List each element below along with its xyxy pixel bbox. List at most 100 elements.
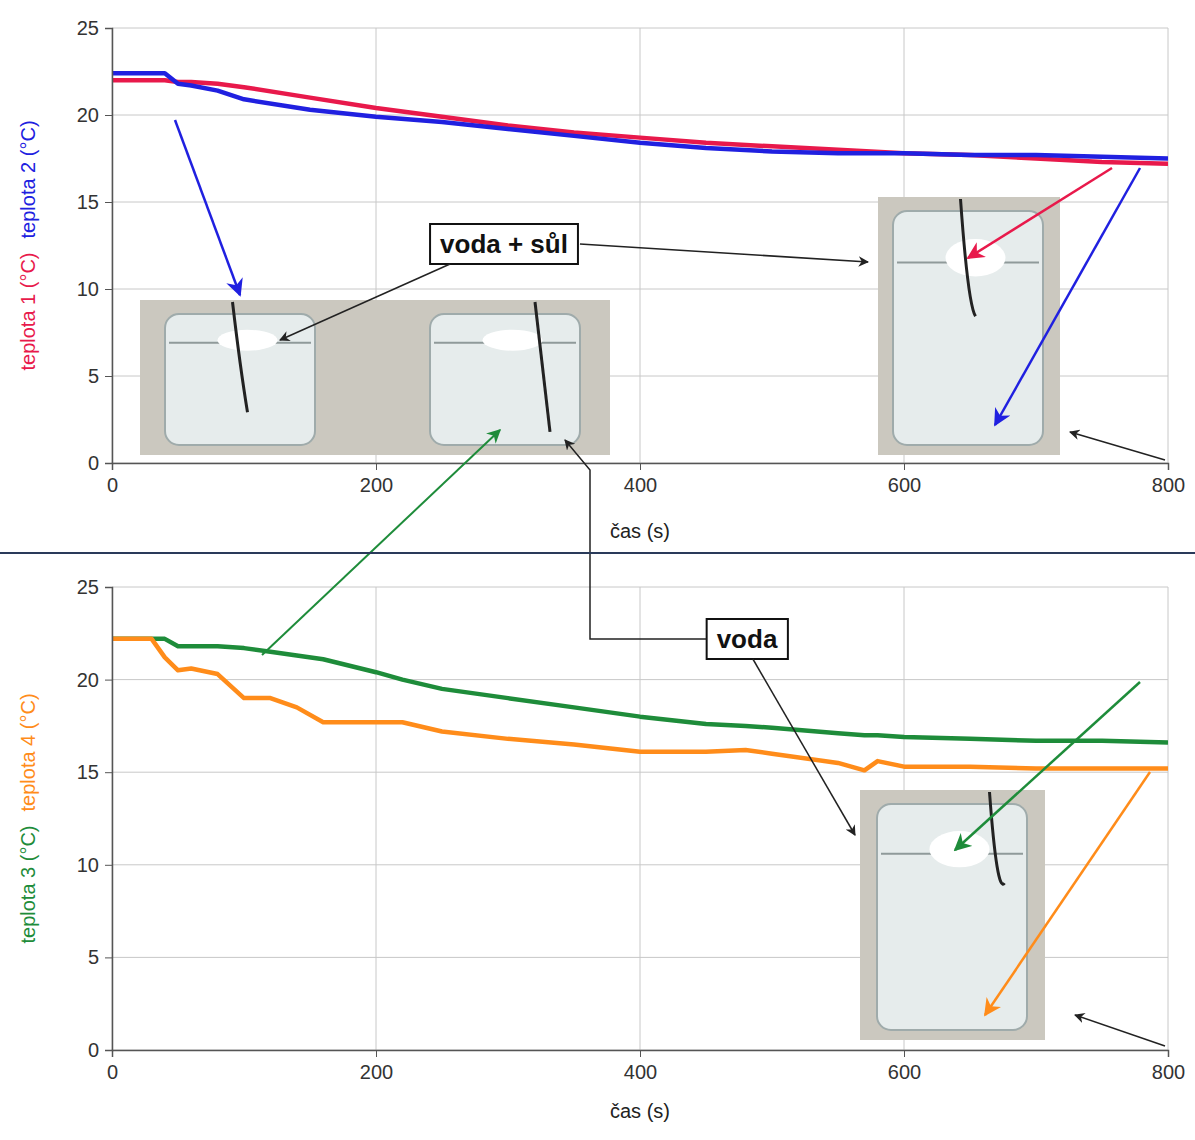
grid bbox=[112, 28, 1168, 463]
tick-mark bbox=[640, 1050, 641, 1057]
x-axis: 0 200 400 600 800 bbox=[107, 1050, 1185, 1083]
bottle bbox=[430, 314, 580, 445]
tick-label: 200 bbox=[360, 1061, 393, 1083]
photo bbox=[140, 300, 610, 455]
grid-line-y bbox=[112, 679, 1168, 680]
annotation-text: voda + sůl bbox=[440, 229, 568, 259]
x-axis: 0 200 400 600 800 bbox=[107, 463, 1185, 496]
tick-mark bbox=[904, 463, 905, 470]
x-tick: 400 bbox=[624, 1050, 657, 1083]
figure: 02004006008000510152025čas (s)teplota 1 … bbox=[0, 0, 1195, 1140]
tick-label: 25 bbox=[77, 576, 99, 598]
panel: 02004006008000510152025čas (s)teplota 3 … bbox=[17, 576, 1185, 1122]
tick-label: 600 bbox=[888, 1061, 921, 1083]
tick-mark bbox=[105, 289, 112, 290]
axis-line bbox=[113, 464, 1169, 471]
tick-label: 0 bbox=[88, 452, 99, 474]
tick-label: 20 bbox=[77, 104, 99, 126]
y-tick: 25 bbox=[77, 576, 112, 598]
y-tick: 0 bbox=[88, 452, 112, 474]
y-tick: 5 bbox=[88, 946, 112, 968]
tick-label: 800 bbox=[1152, 1061, 1185, 1083]
x-tick: 800 bbox=[1152, 463, 1185, 496]
bottle bbox=[893, 211, 1043, 445]
tick-label: 15 bbox=[77, 761, 99, 783]
tick-label: 600 bbox=[888, 474, 921, 496]
axis-line bbox=[105, 29, 113, 464]
series-line bbox=[112, 639, 1168, 743]
x-tick: 600 bbox=[888, 1050, 921, 1083]
series-line bbox=[112, 639, 1168, 770]
y-tick: 15 bbox=[77, 761, 112, 783]
axis-line bbox=[105, 588, 113, 1051]
y-axis-title: teplota 1 (°C) bbox=[17, 253, 39, 371]
tick-mark bbox=[376, 1050, 377, 1057]
tick-mark bbox=[105, 772, 112, 773]
x-tick: 200 bbox=[360, 1050, 393, 1083]
tick-label: 10 bbox=[77, 278, 99, 300]
annotation-box bbox=[430, 224, 578, 264]
photo bbox=[878, 197, 1060, 455]
grid-line-y bbox=[112, 772, 1168, 773]
photo bbox=[860, 790, 1045, 1040]
arrow bbox=[1070, 432, 1165, 460]
x-tick: 600 bbox=[888, 463, 921, 496]
bottle bbox=[877, 804, 1027, 1030]
tick-mark bbox=[105, 587, 112, 588]
axis-line bbox=[113, 1051, 1169, 1058]
y-axis: 0 5 10 15 20 25 bbox=[77, 576, 113, 1061]
annotation-text: voda bbox=[717, 624, 778, 654]
tick-mark bbox=[105, 115, 112, 116]
grid-line-x bbox=[1168, 587, 1169, 1050]
tick-mark bbox=[1168, 463, 1169, 470]
chart-root: 02004006008000510152025čas (s)teplota 1 … bbox=[0, 0, 1195, 1140]
tick-label: 0 bbox=[107, 474, 118, 496]
x-axis-title: čas (s) bbox=[610, 520, 670, 542]
grid-line-x bbox=[376, 587, 377, 1050]
y-axis: 0 5 10 15 20 25 bbox=[77, 17, 113, 474]
arrow bbox=[262, 430, 500, 655]
y-tick: 10 bbox=[77, 854, 112, 876]
x-tick: 800 bbox=[1152, 1050, 1185, 1083]
panel-divider bbox=[0, 552, 1195, 554]
tick-mark bbox=[105, 680, 112, 681]
arrow bbox=[580, 244, 868, 262]
sensor-cable bbox=[535, 302, 550, 432]
tick-label: 20 bbox=[77, 669, 99, 691]
tick-label: 200 bbox=[360, 474, 393, 496]
tick-label: 0 bbox=[88, 1039, 99, 1061]
tick-label: 5 bbox=[88, 946, 99, 968]
grid bbox=[112, 587, 1168, 1050]
photo-background bbox=[878, 197, 1060, 455]
tick-mark bbox=[105, 463, 112, 464]
grid-line-x bbox=[640, 28, 641, 463]
annotations-layer: voda + sůl voda bbox=[140, 120, 1165, 1046]
salt-ice bbox=[218, 330, 278, 351]
photo-background bbox=[140, 300, 610, 455]
tick-label: 10 bbox=[77, 854, 99, 876]
x-tick: 400 bbox=[624, 463, 657, 496]
tick-label: 5 bbox=[88, 365, 99, 387]
arrow bbox=[1075, 1015, 1165, 1046]
grid-line-x bbox=[1168, 28, 1169, 463]
arrow bbox=[968, 168, 1112, 258]
annotation: voda bbox=[707, 619, 788, 659]
series-line bbox=[112, 73, 1168, 158]
plot-area bbox=[112, 73, 1168, 163]
arrow bbox=[985, 772, 1150, 1015]
tick-mark bbox=[1168, 1050, 1169, 1057]
tick-mark bbox=[105, 376, 112, 377]
x-tick: 200 bbox=[360, 463, 393, 496]
photo-background bbox=[860, 790, 1045, 1040]
plot-area bbox=[112, 639, 1168, 770]
tick-label: 0 bbox=[107, 1061, 118, 1083]
arrow bbox=[175, 120, 240, 295]
salt-ice bbox=[946, 239, 1006, 276]
arrow bbox=[280, 264, 450, 340]
arrow bbox=[753, 659, 855, 835]
tick-label: 25 bbox=[77, 17, 99, 39]
salt-ice bbox=[930, 831, 990, 867]
y-tick: 10 bbox=[77, 278, 112, 300]
tick-label: 15 bbox=[77, 191, 99, 213]
series-line bbox=[112, 80, 1168, 164]
